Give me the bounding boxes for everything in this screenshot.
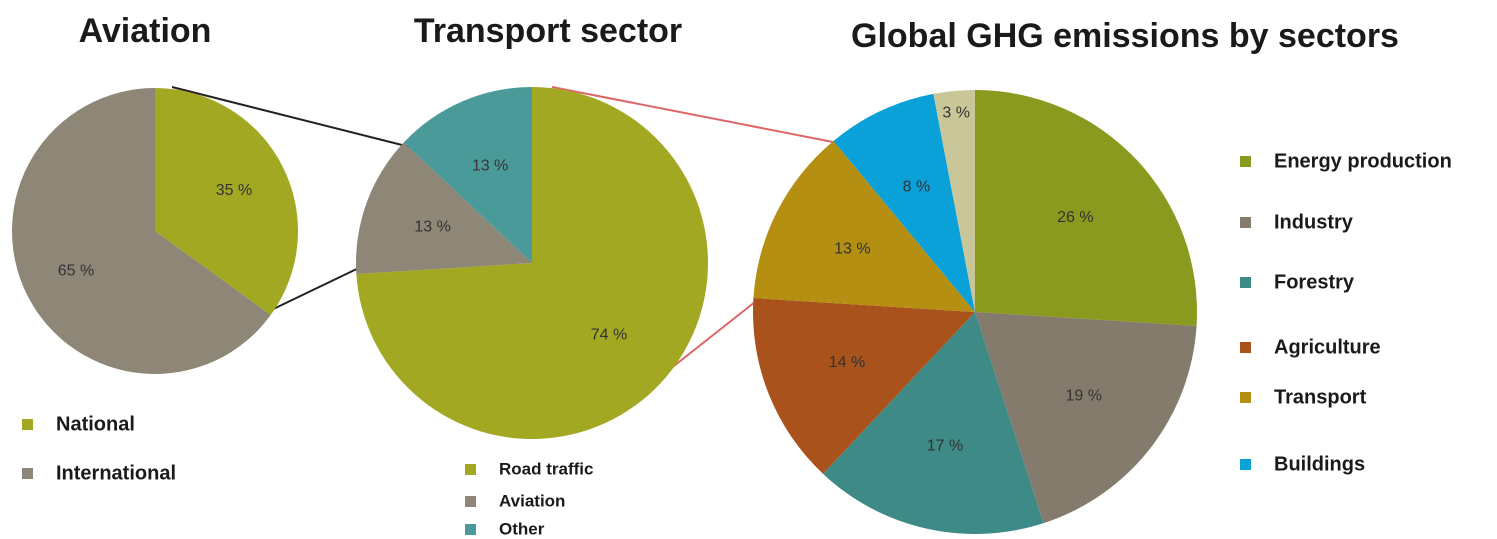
connector-line xyxy=(551,86,839,144)
data-label: 74 % xyxy=(591,327,627,344)
legend-swatch xyxy=(1240,342,1251,353)
legend-swatch xyxy=(1240,392,1251,403)
pie-slice xyxy=(403,87,532,263)
pie-slice xyxy=(356,87,708,440)
data-label: 14 % xyxy=(829,354,865,371)
legend-swatch xyxy=(465,524,476,535)
legend-label: National xyxy=(56,413,135,435)
chart-title: Global GHG emissions by sectors xyxy=(851,17,1399,55)
legend-swatch xyxy=(1240,459,1251,470)
pie-slice xyxy=(355,142,532,275)
legend-label: International xyxy=(56,462,176,484)
connector-line xyxy=(171,86,411,148)
legend-label: Other xyxy=(499,519,545,538)
pie-slice xyxy=(933,90,975,312)
legend-label: Agriculture xyxy=(1274,336,1381,358)
data-label: 17 % xyxy=(927,438,963,455)
legend-label: Road traffic xyxy=(499,459,593,478)
data-label: 65 % xyxy=(58,262,94,279)
chart-title: Aviation xyxy=(79,12,212,50)
pie-slice xyxy=(975,90,1197,326)
legend-swatch xyxy=(465,464,476,475)
legend-swatch xyxy=(22,419,33,430)
legend-label: Energy production xyxy=(1274,150,1452,172)
chart-title: Transport sector xyxy=(414,12,682,50)
data-label: 13 % xyxy=(472,157,508,174)
legend-swatch xyxy=(22,468,33,479)
pie-slice xyxy=(752,298,975,474)
connector-line xyxy=(264,264,366,314)
legend-label: Transport xyxy=(1274,386,1367,408)
pie-slice xyxy=(155,88,298,316)
pie-slice xyxy=(753,140,975,312)
legend-label: Buildings xyxy=(1274,453,1365,475)
pie-slice xyxy=(11,88,271,375)
legend-label: Aviation xyxy=(499,491,565,510)
pie-slice xyxy=(823,312,1044,534)
legend-swatch xyxy=(465,496,476,507)
pie-slice xyxy=(833,93,975,313)
data-label: 26 % xyxy=(1057,209,1093,226)
data-label: 8 % xyxy=(903,179,931,196)
legend-swatch xyxy=(1240,156,1251,167)
legend-label: Forestry xyxy=(1274,271,1355,293)
data-label: 35 % xyxy=(216,182,252,199)
data-label: 13 % xyxy=(834,241,870,258)
legend-label: Industry xyxy=(1274,211,1354,233)
data-label: 3 % xyxy=(942,104,970,121)
pie-slice xyxy=(975,312,1197,524)
legend-swatch xyxy=(1240,277,1251,288)
data-label: 13 % xyxy=(414,218,450,235)
data-label: 19 % xyxy=(1066,388,1102,405)
legend-swatch xyxy=(1240,217,1251,228)
